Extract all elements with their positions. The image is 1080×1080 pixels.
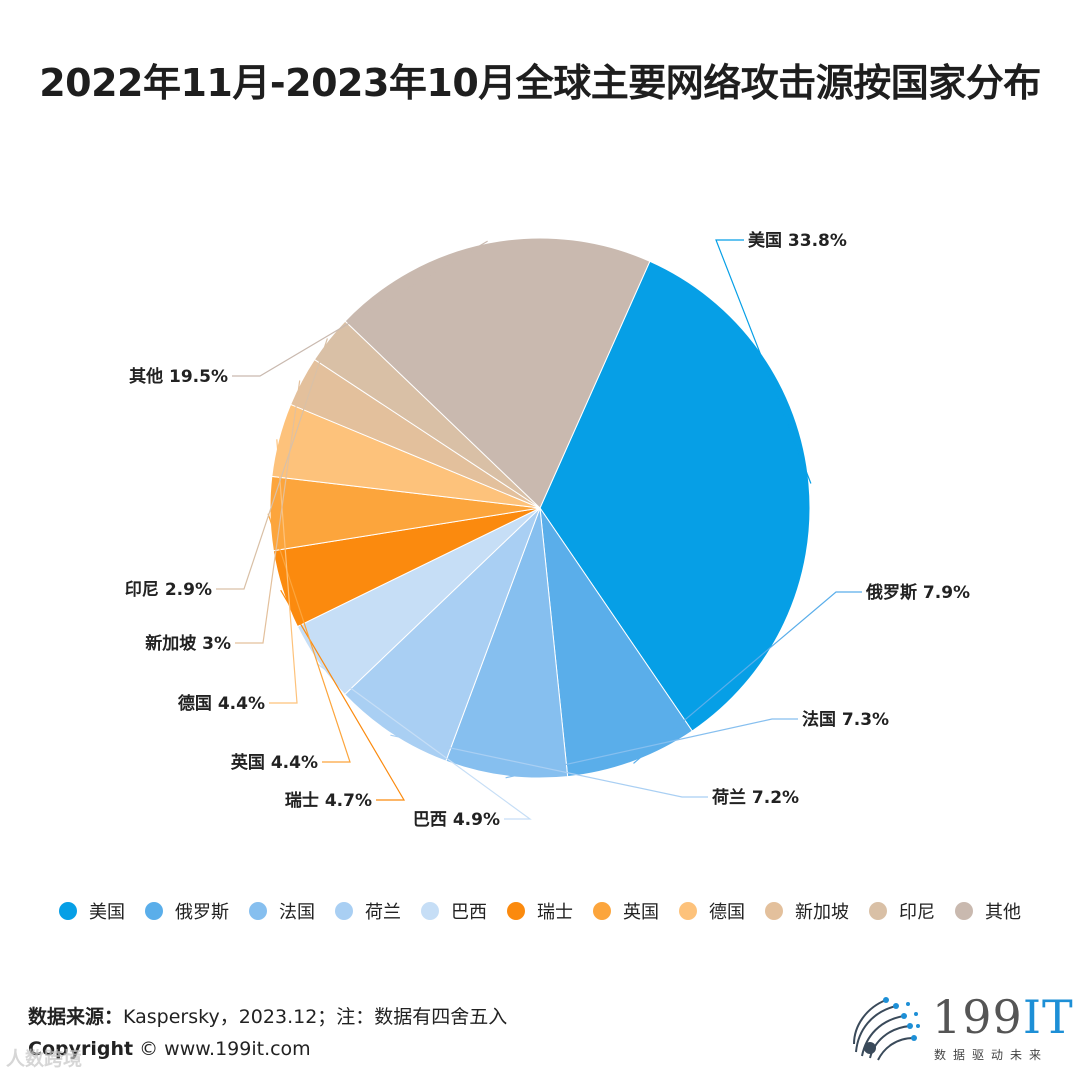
legend-item-4: 荷兰: [335, 898, 401, 924]
legend-swatch: [679, 902, 697, 920]
legend-swatch: [955, 902, 973, 920]
chart-title: 2022年11月-2023年10月全球主要网络攻击源按国家分布: [39, 61, 1041, 105]
legend-label: 法国: [279, 902, 315, 923]
legend-item-8: 德国: [679, 898, 745, 924]
slice-label-9: 新加坡 3%: [145, 633, 231, 654]
slice-label-2: 俄罗斯 7.9%: [865, 582, 970, 603]
leader-line-3: [505, 718, 798, 779]
legend-label: 印尼: [899, 902, 935, 923]
slice-label-8: 德国 4.4%: [178, 693, 265, 714]
legend-item-1: 美国: [59, 898, 125, 924]
leader-line-4: [390, 734, 708, 798]
pie-slice-2: [539, 507, 693, 778]
legend-swatch: [421, 902, 439, 920]
copyright-text: © www.199it.com: [139, 1038, 311, 1060]
leader-line-5: [316, 663, 532, 820]
legend-label: 瑞士: [537, 902, 573, 923]
legend-item-7: 英国: [593, 898, 659, 924]
leader-line-1: [715, 239, 812, 484]
legend-label: 俄罗斯: [175, 902, 229, 923]
logo-accent: IT: [1022, 990, 1074, 1044]
legend-item-2: 俄罗斯: [145, 898, 229, 924]
slice-label-1: 美国 33.8%: [748, 230, 847, 251]
leader-line-2: [633, 591, 862, 764]
pie-slice-1: [539, 260, 811, 732]
watermark: 人数跨境: [6, 1048, 83, 1070]
legend-swatch: [145, 902, 163, 920]
legend-label: 荷兰: [365, 902, 401, 923]
copyright: Copyright © www.199it.com: [28, 1038, 311, 1060]
legend-label: 德国: [709, 902, 745, 923]
leader-line-9: [235, 380, 301, 644]
slice-label-7: 英国 4.4%: [231, 752, 318, 773]
pie-slice-3: [445, 507, 569, 779]
legend-swatch: [593, 902, 611, 920]
slice-label-6: 瑞士 4.7%: [285, 790, 372, 811]
pie-slice-4: [344, 507, 541, 762]
legend-item-11: 其他: [955, 898, 1021, 924]
slice-label-4: 荷兰 7.2%: [712, 787, 799, 808]
legend-swatch: [507, 902, 525, 920]
legend-label: 英国: [623, 902, 659, 923]
slice-label-3: 法国 7.3%: [802, 709, 889, 730]
source-text: Kaspersky，2023.12；注：数据有四舍五入: [123, 1006, 508, 1028]
legend-swatch: [765, 902, 783, 920]
legend-item-10: 印尼: [869, 898, 935, 924]
legend-label: 美国: [89, 902, 125, 923]
source-label: 数据来源：: [28, 1006, 124, 1028]
legend-swatch: [249, 902, 267, 920]
site-logo: 199IT 数据驱动未来: [848, 990, 1073, 1065]
slice-label-11: 其他 19.5%: [129, 366, 228, 387]
leader-line-8: [269, 439, 298, 704]
logo-tagline: 数据驱动未来: [934, 1048, 1049, 1062]
pie-slice-11: [344, 237, 651, 509]
legend-item-5: 巴西: [421, 898, 487, 924]
legend-swatch: [869, 902, 887, 920]
logo-emblem-icon: [853, 997, 920, 1061]
legend-label: 巴西: [451, 902, 487, 923]
copyright-label: Copyright: [28, 1038, 134, 1060]
leader-line-6: [280, 589, 406, 801]
legend-item-6: 瑞士: [507, 898, 573, 924]
leader-line-11: [232, 240, 488, 377]
slice-label-5: 巴西 4.9%: [413, 810, 500, 830]
logo-wordmark: 199IT: [932, 990, 1074, 1044]
legend-item-9: 新加坡: [765, 898, 849, 924]
legend-label: 其他: [985, 902, 1021, 923]
data-source: 数据来源：Kaspersky，2023.12；注：数据有四舍五入: [28, 1002, 507, 1029]
legend-label: 新加坡: [795, 902, 849, 923]
chart-legend: 美国 俄罗斯 法国 荷兰 巴西 瑞士 英国 德国 新加坡 印尼 其他: [0, 898, 1080, 924]
leader-line-10: [216, 338, 328, 590]
legend-swatch: [59, 902, 77, 920]
logo-main: 199: [932, 990, 1023, 1044]
legend-swatch: [335, 902, 353, 920]
leader-line-7: [267, 513, 351, 763]
legend-item-3: 法国: [249, 898, 315, 924]
slice-label-10: 印尼 2.9%: [125, 580, 212, 600]
